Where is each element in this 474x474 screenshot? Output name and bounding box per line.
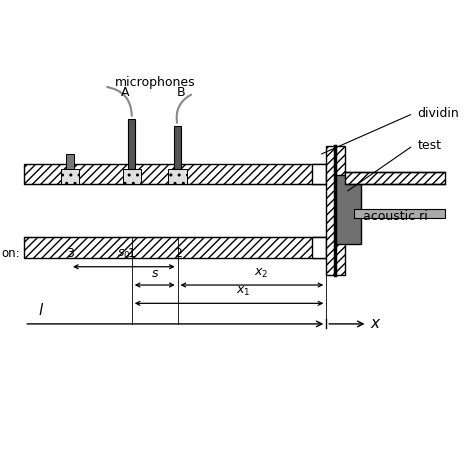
Text: $s$: $s$	[151, 266, 159, 280]
Bar	[24, 164, 326, 184]
Text: on:: on:	[1, 247, 20, 260]
Text: test: test	[418, 139, 442, 152]
Bar	[128, 118, 136, 169]
Text: 3: 3	[66, 247, 74, 260]
Bar	[61, 169, 79, 184]
Bar	[123, 169, 141, 184]
Text: microphones: microphones	[114, 76, 195, 89]
Bar	[345, 172, 445, 184]
Bar	[174, 126, 181, 169]
Bar	[311, 237, 326, 257]
Text: acoustic ri: acoustic ri	[363, 210, 428, 223]
Bar	[336, 175, 361, 244]
Text: $x_1$: $x_1$	[236, 285, 250, 298]
Text: $s_0$: $s_0$	[117, 248, 130, 261]
Text: A: A	[121, 86, 129, 99]
Text: $x$: $x$	[370, 317, 381, 331]
Bar	[24, 237, 326, 257]
Text: B: B	[177, 86, 185, 99]
Bar	[354, 210, 445, 218]
Bar	[326, 146, 345, 275]
Bar	[168, 169, 187, 184]
Text: dividin: dividin	[418, 107, 459, 120]
Text: $x_2$: $x_2$	[254, 266, 268, 280]
Text: 1: 1	[128, 247, 136, 260]
Bar	[66, 155, 74, 169]
Text: $l$: $l$	[38, 302, 44, 318]
Text: 2: 2	[173, 247, 182, 260]
Bar	[311, 164, 326, 184]
